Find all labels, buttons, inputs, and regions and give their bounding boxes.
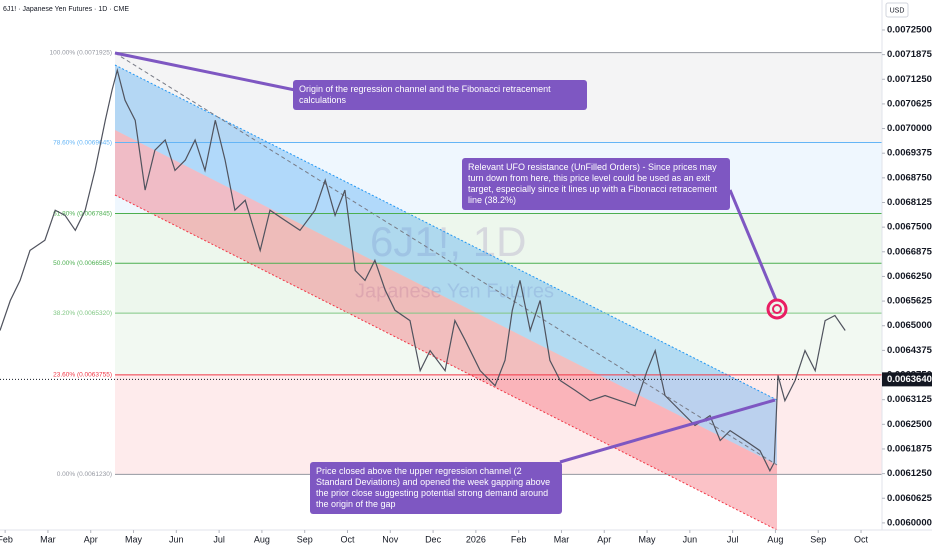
watermark-symbol: 6J1!, 1D bbox=[370, 218, 526, 265]
fib-label: 50.00% (0.0066585) bbox=[53, 260, 112, 267]
x-tick-label: Apr bbox=[84, 534, 98, 544]
price-axis bbox=[882, 0, 932, 550]
x-tick-label: Feb bbox=[511, 534, 527, 544]
channel-lower bbox=[115, 130, 777, 530]
x-tick-label: Sep bbox=[810, 534, 826, 544]
fib-label: 38.20% (0.0065320) bbox=[53, 310, 112, 317]
callout-line bbox=[728, 189, 778, 301]
x-tick-label: May bbox=[125, 534, 143, 544]
target-ring bbox=[766, 298, 788, 320]
currency: USD bbox=[890, 7, 905, 14]
x-tick-label: Jul bbox=[727, 534, 739, 544]
channel-upper bbox=[115, 65, 777, 465]
y-tick-label: 0.0065000 bbox=[887, 320, 932, 331]
y-tick-label: 0.0066875 bbox=[887, 246, 932, 257]
x-tick-label: Nov bbox=[382, 534, 399, 544]
fib-band bbox=[115, 213, 882, 264]
currency-box bbox=[885, 2, 909, 18]
y-tick-label: 0.0064375 bbox=[887, 345, 932, 356]
y-tick-label: 0.0067500 bbox=[887, 222, 932, 233]
y-tick-label: 0.0068125 bbox=[887, 197, 932, 208]
last-price-label: 0.0063640 bbox=[887, 374, 932, 385]
y-tick-label: 0.0069375 bbox=[887, 148, 932, 159]
x-tick-label: Jul bbox=[213, 534, 225, 544]
y-tick-label: 0.0065625 bbox=[887, 296, 932, 307]
y-tick-label: 0.0063125 bbox=[887, 394, 932, 405]
target-ring bbox=[772, 304, 782, 314]
y-tick-label: 0.0062500 bbox=[887, 419, 932, 430]
y-tick-label: 0.0071250 bbox=[887, 74, 932, 85]
y-tick-label: 0.0070625 bbox=[887, 98, 932, 109]
fib-bands bbox=[115, 52, 882, 475]
channel-center bbox=[114, 52, 778, 466]
fib-label: 78.60% (0.0069645) bbox=[53, 139, 112, 146]
price-line bbox=[0, 67, 846, 473]
fib-label: 0.00% (0.0061230) bbox=[57, 471, 112, 478]
fib-label: 100.00% (0.0071925) bbox=[49, 49, 112, 56]
x-tick-label: Mar bbox=[40, 534, 56, 544]
x-tick-label: Oct bbox=[854, 534, 869, 544]
x-tick-label: Oct bbox=[340, 534, 355, 544]
fib-band bbox=[115, 374, 882, 475]
x-tick-label: Feb bbox=[0, 534, 13, 544]
fib-band bbox=[115, 263, 882, 314]
header: 6J1! · Japanese Yen Futures · 1D · CME bbox=[3, 6, 129, 13]
y-tick-label: 0.0071875 bbox=[887, 49, 932, 60]
x-tick-label: Jun bbox=[683, 534, 698, 544]
y-tick-label: 0.0070000 bbox=[887, 123, 932, 134]
y-tick-label: 0.0061875 bbox=[887, 443, 932, 454]
x-tick-label: May bbox=[639, 534, 657, 544]
x-tick-label: Sep bbox=[297, 534, 313, 544]
fib-band bbox=[115, 313, 882, 375]
annotation: Origin of the regression channel and the… bbox=[293, 80, 587, 110]
annotation: Relevant UFO resistance (UnFilled Orders… bbox=[462, 158, 730, 210]
y-tick-label: 0.0061250 bbox=[887, 468, 932, 479]
last-price-box bbox=[882, 372, 932, 387]
callout-line bbox=[559, 398, 776, 464]
x-tick-label: 2026 bbox=[466, 534, 486, 544]
fib-label: 23.60% (0.0063755) bbox=[53, 372, 112, 379]
x-tick-label: Jun bbox=[169, 534, 184, 544]
x-tick-label: Aug bbox=[254, 534, 270, 544]
fib-label: 61.80% (0.0067845) bbox=[53, 210, 112, 217]
y-tick-label: 0.0068750 bbox=[887, 172, 932, 183]
x-tick-label: Apr bbox=[597, 534, 611, 544]
x-tick-label: Dec bbox=[425, 534, 442, 544]
x-tick-label: Mar bbox=[554, 534, 570, 544]
y-tick-label: 0.0072500 bbox=[887, 24, 932, 35]
y-tick-label: 0.0066250 bbox=[887, 271, 932, 282]
axes: 0.0072500 0.0071875 0.0071250 0.0070625 0.00… bbox=[0, 24, 932, 544]
y-tick-label: 0.0060000 bbox=[887, 517, 932, 528]
callout-line bbox=[114, 51, 296, 92]
x-tick-label: Aug bbox=[767, 534, 783, 544]
watermark-name: Japanese Yen Futures bbox=[355, 280, 554, 302]
y-tick-label: 0.0060625 bbox=[887, 493, 932, 504]
annotation: Price closed above the upper regression … bbox=[310, 462, 562, 514]
